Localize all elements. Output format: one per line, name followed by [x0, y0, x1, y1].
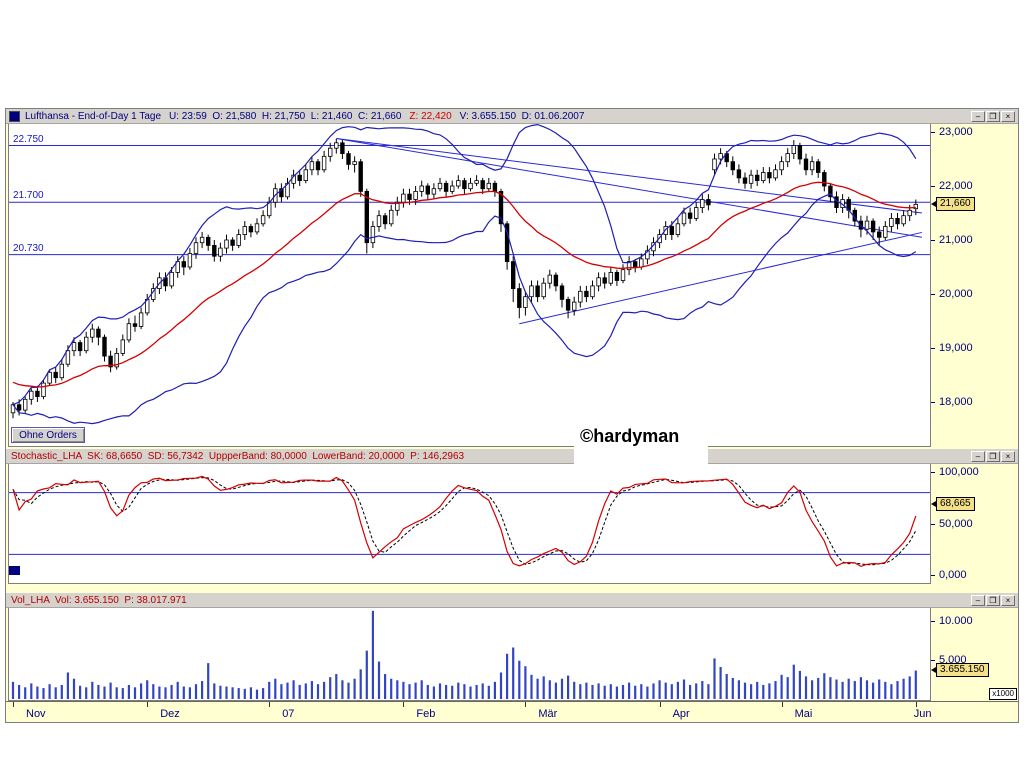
axis-tick — [931, 621, 935, 622]
price-ohlc-fields: U: 23:59 O: 21,580 H: 21,750 L: 21,460 C… — [169, 110, 402, 122]
last-price-badge: 21,660 — [931, 197, 975, 212]
chart-window-icon — [9, 110, 20, 122]
axis-tick — [931, 472, 935, 473]
ohne-orders-button[interactable]: Ohne Orders — [11, 427, 85, 443]
month-label: Mai — [794, 708, 813, 720]
time-axis: Nov Dez 07 Feb Mär Apr Mai Jun — [6, 701, 1018, 724]
window-controls: – ❒ × — [970, 450, 1015, 462]
price-chart-overlay: 22.750 21.700 20.730 — [9, 124, 930, 446]
stochastic-panel-title: Stochastic_LHA SK: 68,6650 SD: 56,7342 U… — [11, 450, 465, 462]
close-button[interactable]: × — [1001, 594, 1015, 606]
axis-label: 22,000 — [939, 180, 973, 192]
axis-label: 19,000 — [939, 342, 973, 354]
volume-panel-titlebar[interactable]: Vol_LHA Vol: 3.655.150 P: 38.017.971 – ❒… — [6, 593, 1018, 608]
close-button[interactable]: × — [1001, 450, 1015, 462]
month-tick — [269, 702, 271, 707]
axis-label: 23,000 — [939, 126, 973, 138]
maximize-button[interactable]: ❒ — [986, 110, 1000, 122]
price-panel-title: Lufthansa - End-of-Day 1 Tage — [25, 110, 162, 122]
axis-tick — [931, 186, 935, 187]
axis-tick — [931, 660, 935, 661]
candles-layer — [10, 139, 918, 419]
stochastic-panel-titlebar[interactable]: Stochastic_LHA SK: 68,6650 SD: 56,7342 U… — [6, 449, 1018, 464]
axis-tick — [931, 348, 935, 349]
price-chart-svg — [9, 124, 930, 425]
month-label: Nov — [26, 708, 46, 720]
month-label: Jun — [913, 708, 932, 720]
x1000-unit-label: x1000 — [989, 688, 1017, 700]
hline-price-label: 21.700 — [13, 190, 44, 202]
watermark: ©hardyman — [574, 419, 708, 467]
volume-chart-svg — [11, 610, 917, 699]
chart-window: Lufthansa - End-of-Day 1 Tage U: 23:59 O… — [5, 108, 1019, 723]
moving-average-line — [12, 181, 916, 388]
stochastic-k-line — [12, 475, 917, 568]
axis-label: 20,000 — [939, 288, 973, 300]
window-controls: – ❒ × — [970, 110, 1015, 122]
month-label: Feb — [416, 708, 436, 720]
price-chart[interactable]: 22.750 21.700 20.730 — [8, 123, 931, 447]
axis-label: 0,000 — [939, 569, 967, 581]
axis-label: 18,000 — [939, 396, 973, 408]
volume-value-badge: 3.655.150 — [931, 663, 989, 678]
month-tick — [147, 702, 149, 707]
hline-price-label: 22.750 — [13, 133, 44, 145]
bollinger-upper-line — [12, 124, 917, 406]
volume-bars-layer — [11, 610, 917, 699]
price-z-field: Z: 22,420 — [409, 110, 452, 122]
axis-label: 21,000 — [939, 234, 973, 246]
minimize-button[interactable]: – — [971, 594, 985, 606]
month-tick — [659, 702, 661, 707]
axis-label: 10.000 — [939, 615, 973, 627]
axis-tick — [931, 240, 935, 241]
axis-label: 5.000 — [939, 654, 967, 666]
axis-label: 50,000 — [939, 517, 973, 530]
axis-tick — [931, 132, 935, 133]
stochastic-chart-svg — [9, 475, 930, 575]
price-volume-date-fields: V: 3.655.150 D: 01.06.2007 — [459, 110, 585, 122]
month-tick — [403, 702, 405, 707]
price-axis: 21,660 23,000 22,000 21,000 20,000 19,000 18,… — [931, 123, 1018, 447]
axis-tick — [931, 523, 935, 525]
axis-tick — [931, 402, 935, 403]
minimize-button[interactable]: – — [971, 110, 985, 122]
stochastic-chart[interactable] — [8, 463, 931, 584]
window-controls: – ❒ × — [970, 594, 1015, 606]
stochastic-value-badge: 68,665 — [931, 497, 975, 512]
bollinger-lower-line — [12, 193, 917, 425]
month-label: 07 — [282, 708, 295, 720]
volume-panel-title: Vol_LHA Vol: 3.655.150 P: 38.017.971 — [11, 594, 187, 606]
stochastic-d-line — [12, 477, 917, 566]
volume-chart[interactable] — [8, 607, 931, 701]
minimize-button[interactable]: – — [971, 450, 985, 462]
month-tick — [13, 702, 14, 707]
month-label: Mär — [538, 708, 558, 720]
axis-tick — [931, 575, 935, 576]
indicators-layer — [12, 124, 917, 425]
month-label: Dez — [160, 708, 180, 720]
month-tick — [781, 702, 783, 707]
reference-lines-layer — [9, 137, 930, 325]
maximize-button[interactable]: ❒ — [986, 594, 1000, 606]
price-panel-titlebar[interactable]: Lufthansa - End-of-Day 1 Tage U: 23:59 O… — [6, 109, 1018, 124]
axis-label: 100,000 — [939, 466, 979, 478]
maximize-button[interactable]: ❒ — [986, 450, 1000, 462]
month-tick — [525, 702, 527, 707]
axis-tick — [931, 294, 935, 295]
month-tick — [915, 702, 917, 707]
close-button[interactable]: × — [1001, 110, 1015, 122]
month-label: Apr — [672, 708, 690, 720]
panel-corner-marker — [9, 566, 20, 575]
volume-axis: 3.655.150 x1000 10.000 5.000 — [931, 607, 1018, 701]
stochastic-axis: 68,665 100,000 50,000 0,000 — [931, 463, 1018, 584]
hline-price-label: 20.730 — [13, 242, 44, 254]
